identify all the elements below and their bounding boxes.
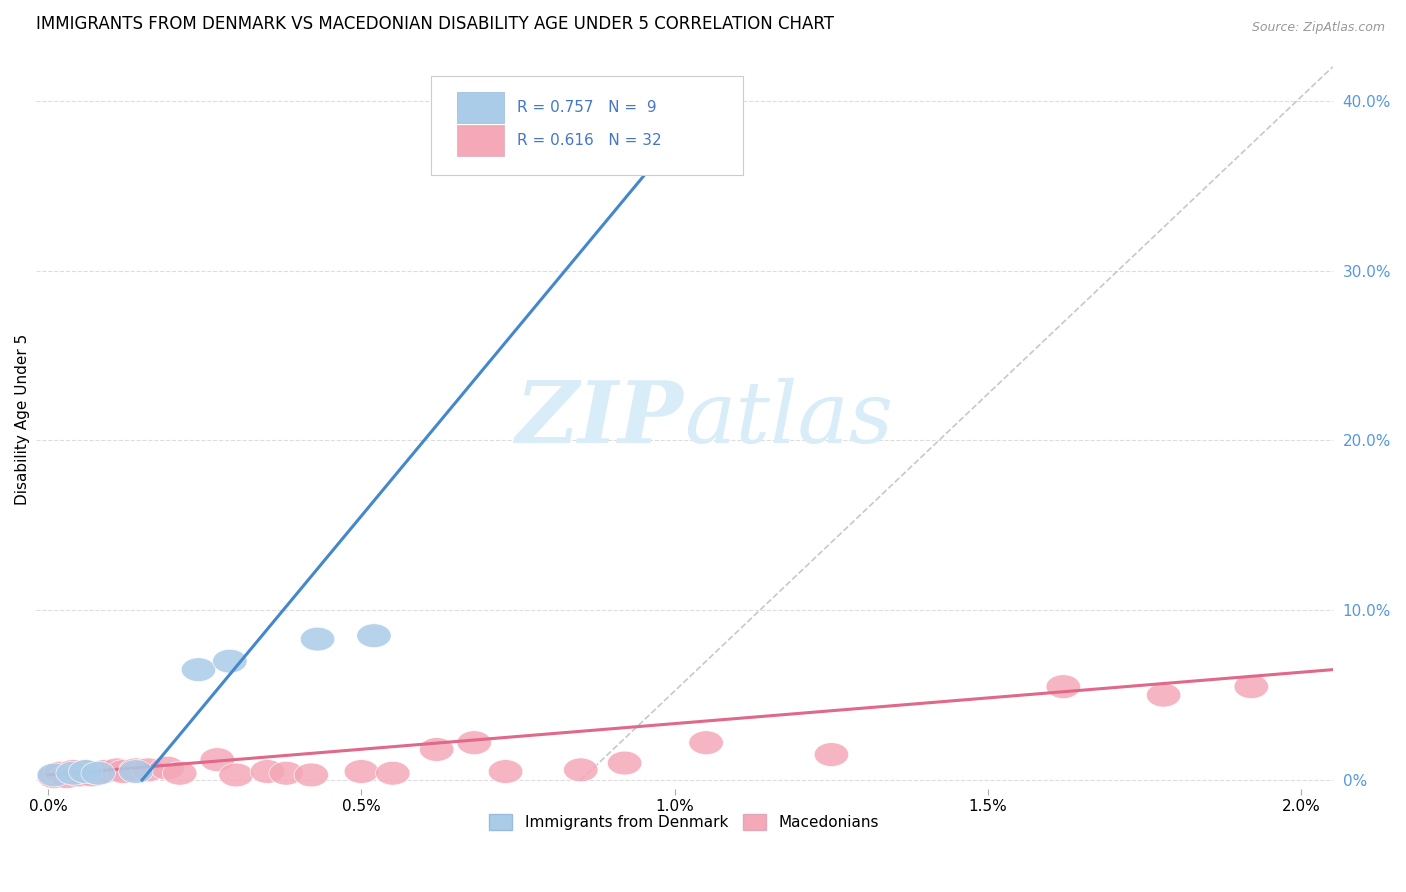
Ellipse shape	[82, 762, 115, 785]
Ellipse shape	[344, 760, 378, 783]
Ellipse shape	[87, 760, 122, 783]
Text: atlas: atlas	[685, 378, 893, 460]
Ellipse shape	[488, 760, 523, 783]
Ellipse shape	[457, 731, 492, 755]
FancyBboxPatch shape	[432, 76, 742, 176]
FancyBboxPatch shape	[457, 92, 503, 123]
Text: R = 0.616   N = 32: R = 0.616 N = 32	[517, 133, 661, 148]
Ellipse shape	[62, 763, 97, 787]
Ellipse shape	[181, 657, 215, 681]
Text: R = 0.757   N =  9: R = 0.757 N = 9	[517, 100, 657, 115]
Ellipse shape	[56, 760, 90, 783]
Ellipse shape	[75, 763, 110, 787]
Ellipse shape	[118, 760, 153, 783]
Ellipse shape	[294, 763, 329, 787]
Ellipse shape	[1046, 674, 1081, 698]
Text: Source: ZipAtlas.com: Source: ZipAtlas.com	[1251, 21, 1385, 34]
Ellipse shape	[150, 756, 184, 780]
Ellipse shape	[49, 764, 84, 789]
Ellipse shape	[219, 763, 253, 787]
Ellipse shape	[357, 624, 391, 648]
Ellipse shape	[44, 762, 77, 785]
Ellipse shape	[69, 760, 103, 783]
Ellipse shape	[1234, 674, 1268, 698]
Ellipse shape	[1146, 683, 1181, 707]
FancyBboxPatch shape	[457, 125, 503, 156]
Ellipse shape	[37, 763, 72, 787]
Ellipse shape	[82, 762, 115, 785]
Ellipse shape	[419, 738, 454, 762]
Ellipse shape	[131, 758, 166, 781]
Ellipse shape	[564, 758, 598, 781]
Ellipse shape	[37, 764, 72, 789]
Legend: Immigrants from Denmark, Macedonians: Immigrants from Denmark, Macedonians	[484, 808, 884, 837]
Text: IMMIGRANTS FROM DENMARK VS MACEDONIAN DISABILITY AGE UNDER 5 CORRELATION CHART: IMMIGRANTS FROM DENMARK VS MACEDONIAN DI…	[35, 15, 834, 33]
Ellipse shape	[301, 627, 335, 651]
Ellipse shape	[375, 762, 411, 785]
Ellipse shape	[212, 649, 247, 673]
Ellipse shape	[105, 760, 141, 783]
Ellipse shape	[814, 743, 849, 766]
Y-axis label: Disability Age Under 5: Disability Age Under 5	[15, 334, 30, 505]
Ellipse shape	[56, 762, 90, 785]
Ellipse shape	[200, 747, 235, 772]
Ellipse shape	[250, 760, 284, 783]
Text: ZIP: ZIP	[516, 377, 685, 461]
Ellipse shape	[100, 758, 134, 781]
Ellipse shape	[689, 731, 723, 755]
Ellipse shape	[118, 758, 153, 781]
Ellipse shape	[69, 760, 103, 783]
Ellipse shape	[163, 762, 197, 785]
Ellipse shape	[607, 751, 643, 775]
Ellipse shape	[269, 762, 304, 785]
